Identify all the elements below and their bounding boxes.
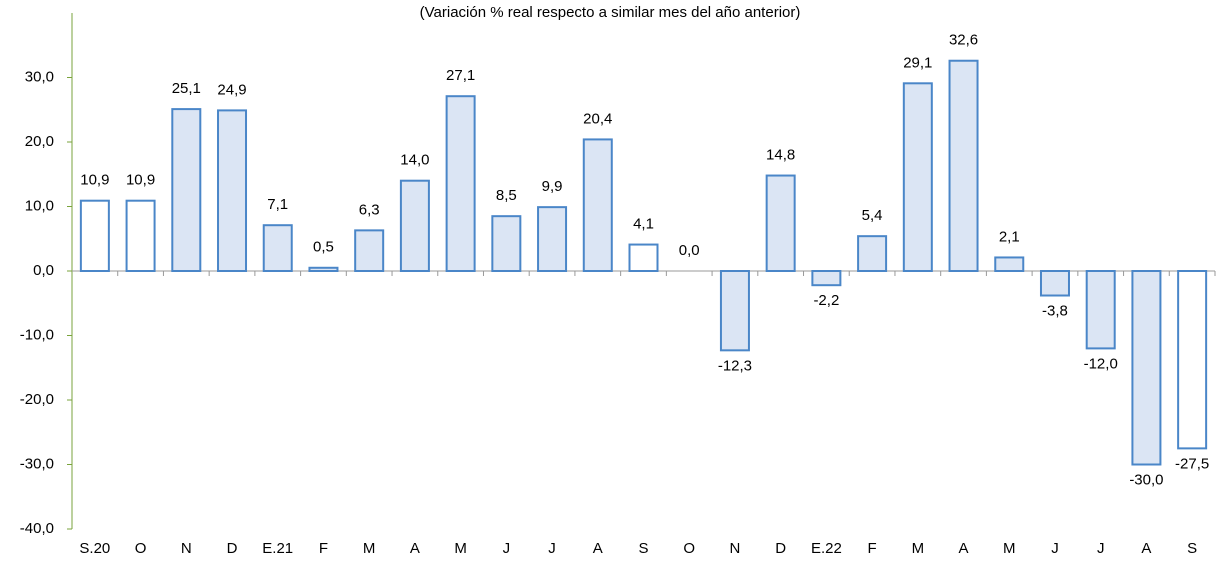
bar xyxy=(537,206,568,273)
x-tick-label: J xyxy=(503,540,511,557)
value-label: 5,4 xyxy=(862,207,883,224)
bar xyxy=(1085,270,1116,350)
x-tick-label: A xyxy=(1141,540,1151,557)
y-tick-label: -30,0 xyxy=(20,455,54,472)
x-tick-label: S xyxy=(638,540,648,557)
y-tick-label: 0,0 xyxy=(33,262,54,279)
value-label: 32,6 xyxy=(949,32,978,49)
x-tick-label: M xyxy=(454,540,467,557)
bar xyxy=(125,199,156,273)
value-label: 4,1 xyxy=(633,216,654,233)
x-tick-label: J xyxy=(1051,540,1059,557)
value-label: -27,5 xyxy=(1175,455,1209,472)
chart-subtitle: (Variación % real respecto a similar mes… xyxy=(420,4,801,21)
value-label: 20,4 xyxy=(583,110,612,127)
bar xyxy=(308,266,339,272)
x-tick-label: F xyxy=(868,540,877,557)
x-tick-label: O xyxy=(135,540,147,557)
y-tick-label: -20,0 xyxy=(20,391,54,408)
x-tick-label: E.22 xyxy=(811,540,842,557)
bar xyxy=(399,179,430,272)
x-tick-label: J xyxy=(1097,540,1105,557)
bar xyxy=(217,109,248,272)
x-tick-label: A xyxy=(410,540,420,557)
bar xyxy=(1131,270,1162,466)
x-tick-label: D xyxy=(227,540,238,557)
bar xyxy=(171,108,202,273)
bar xyxy=(1177,270,1208,450)
value-label: 24,9 xyxy=(217,81,246,98)
y-tick-label: -10,0 xyxy=(20,326,54,343)
x-tick-label: D xyxy=(775,540,786,557)
bar xyxy=(262,224,293,272)
value-label: 9,9 xyxy=(542,178,563,195)
value-label: 7,1 xyxy=(267,196,288,213)
value-label: -3,8 xyxy=(1042,302,1068,319)
bar xyxy=(994,256,1025,272)
bar xyxy=(628,243,659,272)
bar xyxy=(445,95,476,272)
x-tick-label: A xyxy=(959,540,969,557)
x-tick-label: N xyxy=(181,540,192,557)
value-label: -12,0 xyxy=(1084,355,1118,372)
x-tick-label: F xyxy=(319,540,328,557)
x-tick-label: J xyxy=(548,540,556,557)
x-tick-label: S.20 xyxy=(79,540,110,557)
bar xyxy=(765,174,796,272)
x-tick-label: N xyxy=(730,540,741,557)
bar xyxy=(857,235,888,272)
bar xyxy=(79,199,110,273)
value-label: 0,0 xyxy=(679,242,700,259)
x-tick-label: M xyxy=(363,540,376,557)
value-label: 8,5 xyxy=(496,187,517,204)
y-tick-label: 20,0 xyxy=(25,133,54,150)
x-tick-label: M xyxy=(1003,540,1016,557)
bar xyxy=(902,82,933,273)
x-tick-label: M xyxy=(912,540,925,557)
y-tick-label: -40,0 xyxy=(20,520,54,537)
value-label: -30,0 xyxy=(1129,471,1163,488)
bar xyxy=(491,215,522,273)
value-label: 27,1 xyxy=(446,67,475,84)
x-tick-label: E.21 xyxy=(262,540,293,557)
value-label: 0,5 xyxy=(313,239,334,256)
y-tick-label: 30,0 xyxy=(25,68,54,85)
value-label: 10,9 xyxy=(126,172,155,189)
x-tick-label: A xyxy=(593,540,603,557)
bar xyxy=(811,270,842,287)
value-label: -12,3 xyxy=(718,357,752,374)
value-label: 29,1 xyxy=(903,54,932,71)
bar xyxy=(948,59,979,273)
value-label: 10,9 xyxy=(80,172,109,189)
x-tick-label: O xyxy=(683,540,695,557)
bar xyxy=(582,138,613,272)
value-label: 14,8 xyxy=(766,147,795,164)
value-label: 2,1 xyxy=(999,228,1020,245)
value-label: 6,3 xyxy=(359,201,380,218)
value-label: 14,0 xyxy=(400,152,429,169)
bar xyxy=(354,229,385,273)
x-tick-label: S xyxy=(1187,540,1197,557)
bar xyxy=(719,270,750,352)
y-tick-label: 10,0 xyxy=(25,197,54,214)
bar xyxy=(1039,270,1070,297)
value-label: 25,1 xyxy=(172,80,201,97)
value-label: -2,2 xyxy=(813,292,839,309)
